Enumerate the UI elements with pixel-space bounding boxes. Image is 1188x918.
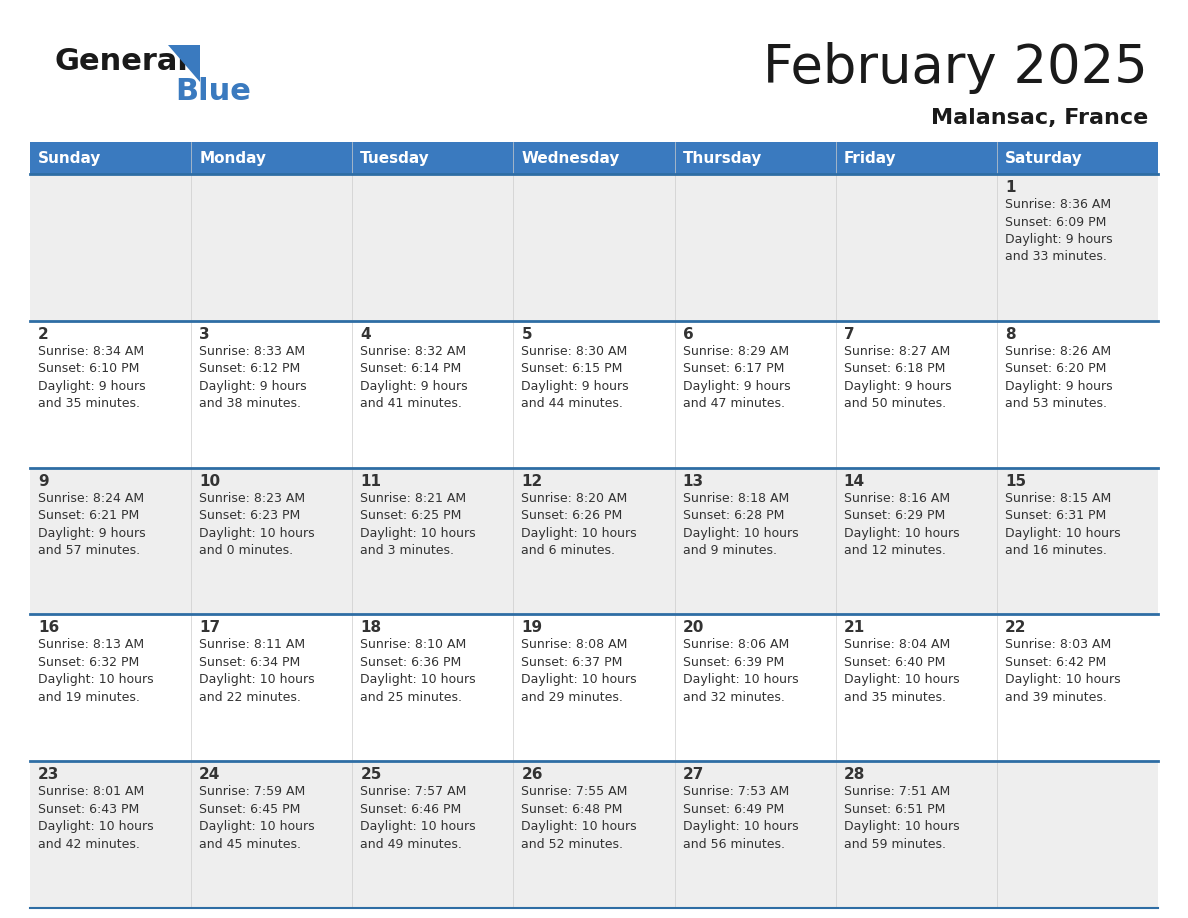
Text: Sunrise: 8:08 AM
Sunset: 6:37 PM
Daylight: 10 hours
and 29 minutes.: Sunrise: 8:08 AM Sunset: 6:37 PM Dayligh… (522, 638, 637, 704)
Text: Sunrise: 8:10 AM
Sunset: 6:36 PM
Daylight: 10 hours
and 25 minutes.: Sunrise: 8:10 AM Sunset: 6:36 PM Dayligh… (360, 638, 476, 704)
Bar (30, 320, 1158, 467)
Text: Sunrise: 8:20 AM
Sunset: 6:26 PM
Daylight: 10 hours
and 6 minutes.: Sunrise: 8:20 AM Sunset: 6:26 PM Dayligh… (522, 492, 637, 557)
Text: Sunrise: 7:57 AM
Sunset: 6:46 PM
Daylight: 10 hours
and 49 minutes.: Sunrise: 7:57 AM Sunset: 6:46 PM Dayligh… (360, 785, 476, 851)
Text: 11: 11 (360, 474, 381, 488)
Text: Sunrise: 8:34 AM
Sunset: 6:10 PM
Daylight: 9 hours
and 35 minutes.: Sunrise: 8:34 AM Sunset: 6:10 PM Dayligh… (38, 345, 146, 410)
Text: 2: 2 (38, 327, 49, 341)
Bar (513, 142, 675, 174)
Text: 28: 28 (843, 767, 865, 782)
Bar (30, 174, 1158, 320)
Bar (353, 142, 513, 174)
Text: 21: 21 (843, 621, 865, 635)
Text: 19: 19 (522, 621, 543, 635)
Text: 13: 13 (683, 474, 703, 488)
Bar (30, 467, 1158, 614)
Text: Sunrise: 8:29 AM
Sunset: 6:17 PM
Daylight: 9 hours
and 47 minutes.: Sunrise: 8:29 AM Sunset: 6:17 PM Dayligh… (683, 345, 790, 410)
Text: Sunrise: 7:53 AM
Sunset: 6:49 PM
Daylight: 10 hours
and 56 minutes.: Sunrise: 7:53 AM Sunset: 6:49 PM Dayligh… (683, 785, 798, 851)
Text: February 2025: February 2025 (763, 42, 1148, 94)
Text: 10: 10 (200, 474, 220, 488)
Text: 3: 3 (200, 327, 210, 341)
Bar (835, 142, 997, 174)
Text: General: General (55, 48, 189, 76)
Text: 6: 6 (683, 327, 694, 341)
Text: 16: 16 (38, 621, 59, 635)
Text: Thursday: Thursday (683, 151, 762, 165)
Text: 9: 9 (38, 474, 49, 488)
Text: 7: 7 (843, 327, 854, 341)
Text: Tuesday: Tuesday (360, 151, 430, 165)
Text: Saturday: Saturday (1005, 151, 1082, 165)
Text: Sunrise: 8:15 AM
Sunset: 6:31 PM
Daylight: 10 hours
and 16 minutes.: Sunrise: 8:15 AM Sunset: 6:31 PM Dayligh… (1005, 492, 1120, 557)
Text: Sunrise: 8:11 AM
Sunset: 6:34 PM
Daylight: 10 hours
and 22 minutes.: Sunrise: 8:11 AM Sunset: 6:34 PM Dayligh… (200, 638, 315, 704)
Text: Sunrise: 8:33 AM
Sunset: 6:12 PM
Daylight: 9 hours
and 38 minutes.: Sunrise: 8:33 AM Sunset: 6:12 PM Dayligh… (200, 345, 307, 410)
Text: Sunrise: 7:51 AM
Sunset: 6:51 PM
Daylight: 10 hours
and 59 minutes.: Sunrise: 7:51 AM Sunset: 6:51 PM Dayligh… (843, 785, 960, 851)
Text: Friday: Friday (843, 151, 897, 165)
Text: 4: 4 (360, 327, 371, 341)
Text: Monday: Monday (200, 151, 266, 165)
Text: 20: 20 (683, 621, 704, 635)
Bar (675, 142, 835, 174)
Text: 24: 24 (200, 767, 221, 782)
Text: 27: 27 (683, 767, 704, 782)
Text: Sunrise: 8:13 AM
Sunset: 6:32 PM
Daylight: 10 hours
and 19 minutes.: Sunrise: 8:13 AM Sunset: 6:32 PM Dayligh… (38, 638, 153, 704)
Text: Sunrise: 8:06 AM
Sunset: 6:39 PM
Daylight: 10 hours
and 32 minutes.: Sunrise: 8:06 AM Sunset: 6:39 PM Dayligh… (683, 638, 798, 704)
Bar (191, 142, 353, 174)
Text: 5: 5 (522, 327, 532, 341)
Text: Wednesday: Wednesday (522, 151, 620, 165)
Text: 18: 18 (360, 621, 381, 635)
Bar (30, 142, 191, 174)
Text: Sunrise: 8:18 AM
Sunset: 6:28 PM
Daylight: 10 hours
and 9 minutes.: Sunrise: 8:18 AM Sunset: 6:28 PM Dayligh… (683, 492, 798, 557)
Text: 15: 15 (1005, 474, 1026, 488)
Text: Sunrise: 8:30 AM
Sunset: 6:15 PM
Daylight: 9 hours
and 44 minutes.: Sunrise: 8:30 AM Sunset: 6:15 PM Dayligh… (522, 345, 630, 410)
Text: Sunrise: 7:59 AM
Sunset: 6:45 PM
Daylight: 10 hours
and 45 minutes.: Sunrise: 7:59 AM Sunset: 6:45 PM Dayligh… (200, 785, 315, 851)
Text: Sunrise: 8:23 AM
Sunset: 6:23 PM
Daylight: 10 hours
and 0 minutes.: Sunrise: 8:23 AM Sunset: 6:23 PM Dayligh… (200, 492, 315, 557)
Text: Sunrise: 8:36 AM
Sunset: 6:09 PM
Daylight: 9 hours
and 33 minutes.: Sunrise: 8:36 AM Sunset: 6:09 PM Dayligh… (1005, 198, 1112, 263)
Bar (30, 614, 1158, 761)
Text: Sunday: Sunday (38, 151, 101, 165)
Text: Sunrise: 8:16 AM
Sunset: 6:29 PM
Daylight: 10 hours
and 12 minutes.: Sunrise: 8:16 AM Sunset: 6:29 PM Dayligh… (843, 492, 960, 557)
Text: 22: 22 (1005, 621, 1026, 635)
Polygon shape (168, 45, 200, 82)
Bar (30, 761, 1158, 908)
Text: 17: 17 (200, 621, 220, 635)
Text: Sunrise: 8:21 AM
Sunset: 6:25 PM
Daylight: 10 hours
and 3 minutes.: Sunrise: 8:21 AM Sunset: 6:25 PM Dayligh… (360, 492, 476, 557)
Text: 23: 23 (38, 767, 59, 782)
Text: Sunrise: 8:27 AM
Sunset: 6:18 PM
Daylight: 9 hours
and 50 minutes.: Sunrise: 8:27 AM Sunset: 6:18 PM Dayligh… (843, 345, 952, 410)
Text: 25: 25 (360, 767, 381, 782)
Text: Sunrise: 7:55 AM
Sunset: 6:48 PM
Daylight: 10 hours
and 52 minutes.: Sunrise: 7:55 AM Sunset: 6:48 PM Dayligh… (522, 785, 637, 851)
Text: Sunrise: 8:01 AM
Sunset: 6:43 PM
Daylight: 10 hours
and 42 minutes.: Sunrise: 8:01 AM Sunset: 6:43 PM Dayligh… (38, 785, 153, 851)
Text: 8: 8 (1005, 327, 1016, 341)
Text: Sunrise: 8:32 AM
Sunset: 6:14 PM
Daylight: 9 hours
and 41 minutes.: Sunrise: 8:32 AM Sunset: 6:14 PM Dayligh… (360, 345, 468, 410)
Text: Sunrise: 8:26 AM
Sunset: 6:20 PM
Daylight: 9 hours
and 53 minutes.: Sunrise: 8:26 AM Sunset: 6:20 PM Dayligh… (1005, 345, 1112, 410)
Text: Sunrise: 8:24 AM
Sunset: 6:21 PM
Daylight: 9 hours
and 57 minutes.: Sunrise: 8:24 AM Sunset: 6:21 PM Dayligh… (38, 492, 146, 557)
Text: 14: 14 (843, 474, 865, 488)
Text: Sunrise: 8:04 AM
Sunset: 6:40 PM
Daylight: 10 hours
and 35 minutes.: Sunrise: 8:04 AM Sunset: 6:40 PM Dayligh… (843, 638, 960, 704)
Text: Blue: Blue (175, 77, 251, 106)
Text: 12: 12 (522, 474, 543, 488)
Text: 26: 26 (522, 767, 543, 782)
Text: 1: 1 (1005, 180, 1016, 195)
Bar (997, 142, 1158, 174)
Text: Malansac, France: Malansac, France (930, 108, 1148, 128)
Text: Sunrise: 8:03 AM
Sunset: 6:42 PM
Daylight: 10 hours
and 39 minutes.: Sunrise: 8:03 AM Sunset: 6:42 PM Dayligh… (1005, 638, 1120, 704)
